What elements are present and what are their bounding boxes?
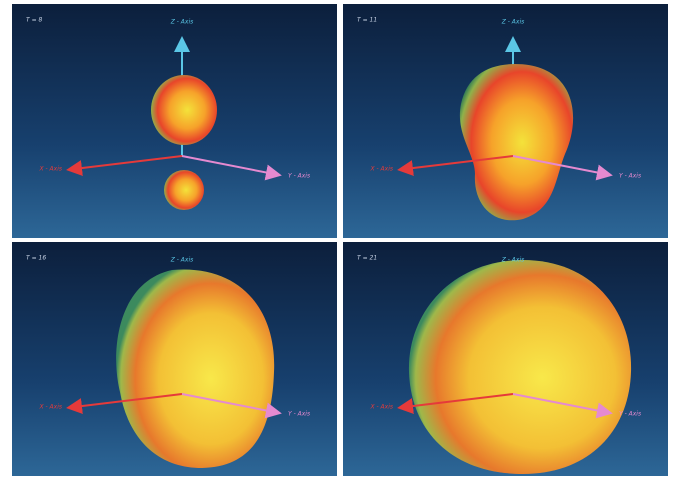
z-axis-label: Z - Axis: [501, 19, 525, 26]
panel-label: T = 16: [26, 255, 46, 262]
panel: T = 11 Z - Axis X - Axis Y - Axis: [343, 4, 668, 238]
panel: T = 8 Z - Axis X - Axis Y - Axis: [12, 4, 337, 238]
z-axis-label: Z - Axis: [170, 19, 194, 26]
y-axis-label: Y - Axis: [288, 411, 310, 418]
panel: T = 21 Z - Axis X - Axis Y - Axis: [343, 242, 668, 476]
x-axis-label: X - Axis: [369, 404, 393, 411]
y-axis-label: Y - Axis: [619, 411, 641, 418]
panel: T = 16 Z - Axis X - Axis Y - Axis: [12, 242, 337, 476]
blob: [409, 260, 631, 474]
x-axis-label: X - Axis: [38, 166, 62, 173]
blob: [151, 75, 217, 145]
z-axis-label: Z - Axis: [501, 257, 525, 264]
x-axis-label: X - Axis: [369, 166, 393, 173]
panel-label: T = 21: [357, 255, 377, 262]
panel-label: T = 8: [26, 17, 43, 24]
z-axis-label: Z - Axis: [170, 257, 194, 264]
panel-label: T = 11: [357, 17, 377, 24]
panels: T = 8 Z - Axis X - Axis Y - Axis T = 11 Z - A…: [12, 4, 668, 476]
blob: [164, 170, 204, 210]
x-axis-label: X - Axis: [38, 404, 62, 411]
y-axis-label: Y - Axis: [619, 173, 641, 180]
y-axis-label: Y - Axis: [288, 173, 310, 180]
figure: T = 8 Z - Axis X - Axis Y - Axis T = 11 Z - A…: [0, 0, 675, 485]
blob: [116, 269, 274, 468]
